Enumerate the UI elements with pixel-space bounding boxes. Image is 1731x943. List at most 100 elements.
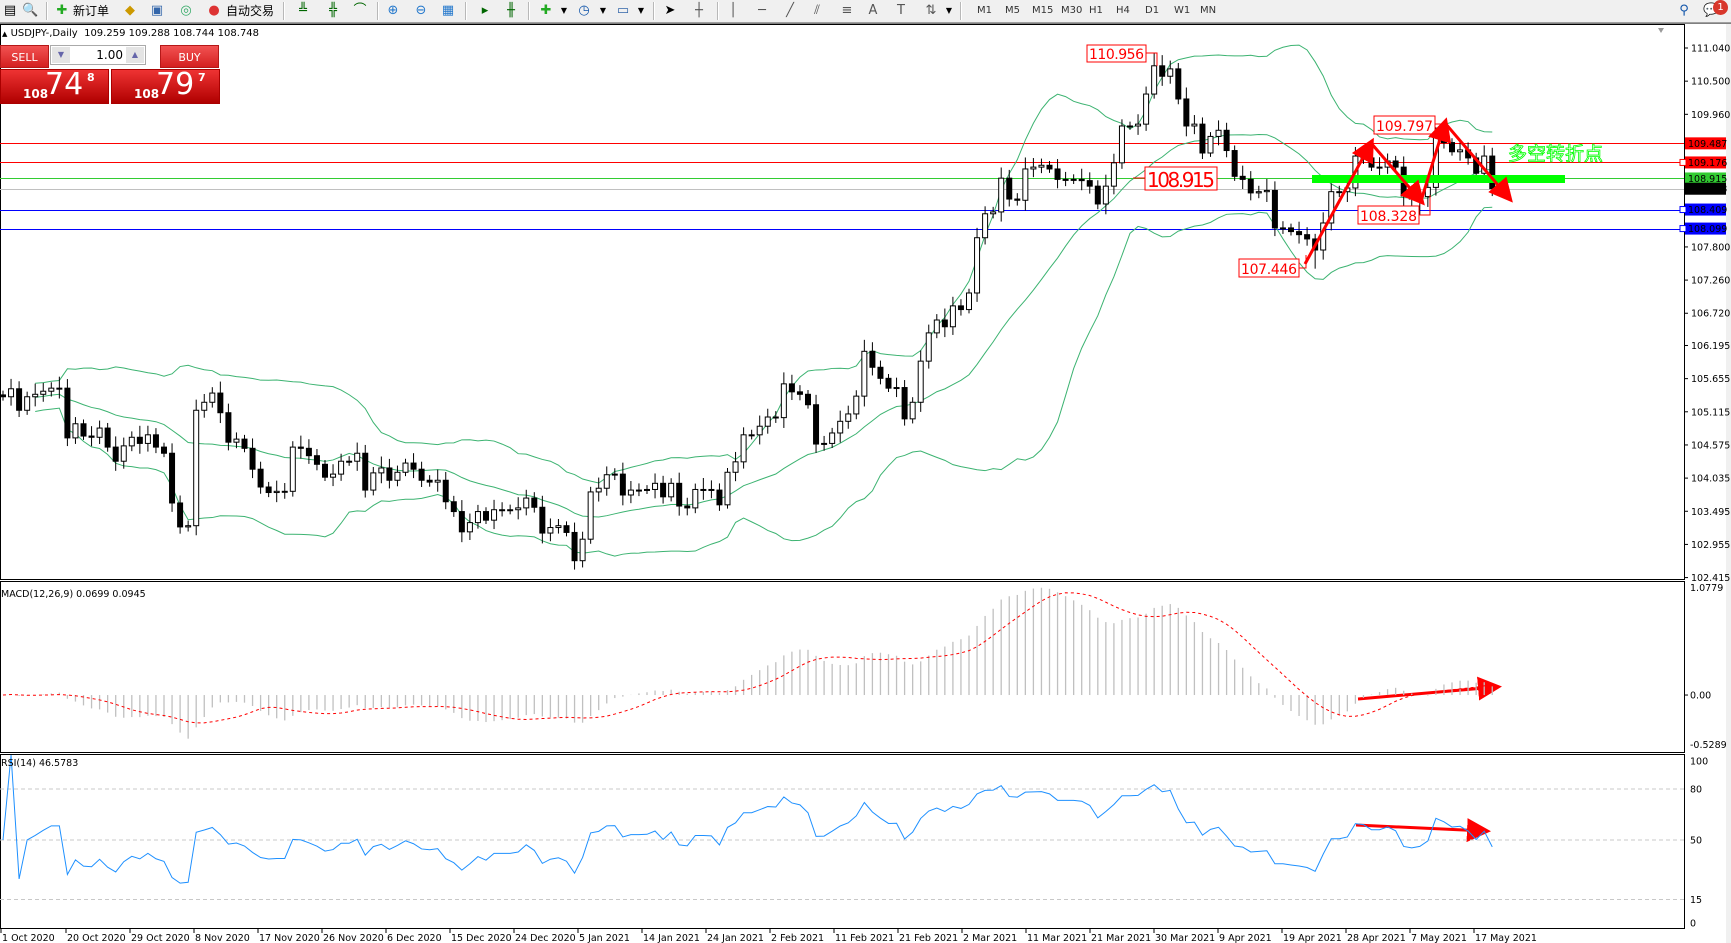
bull-candle-body <box>193 409 200 527</box>
sell-button[interactable]: SELL <box>0 45 49 68</box>
chevron-down-icon[interactable]: ▼ <box>599 6 607 15</box>
annotations[interactable]: 110.956 108.915 107.446 108.328 109.797 <box>1086 44 1565 843</box>
candle <box>708 480 715 499</box>
fibonacci-icon[interactable]: ≡ <box>841 3 853 18</box>
red-arrow <box>1419 117 1452 202</box>
candle <box>313 449 320 471</box>
price-label-109.797[interactable]: 109.797 <box>1373 115 1436 135</box>
timeframe-m5[interactable]: M5 <box>1005 5 1020 16</box>
collapse-triangle-icon[interactable]: ▲ <box>2 30 8 38</box>
macd-axis-label: -0.5289 <box>1690 740 1727 751</box>
market-watch-icon[interactable]: ▤ <box>3 3 17 18</box>
bear-candle-body <box>442 479 449 503</box>
cursor-icon[interactable]: ➤ <box>664 3 676 18</box>
horizontal-line-icon[interactable]: ─ <box>758 3 766 18</box>
bear-candle-body <box>869 350 876 368</box>
bollinger-lower <box>35 206 1493 557</box>
notification-badge[interactable]: 1 <box>1713 0 1728 15</box>
line-chart-icon[interactable]: ⌒ <box>353 3 367 18</box>
timeframe-h4[interactable]: H4 <box>1116 5 1130 16</box>
horizontal-levels[interactable] <box>0 143 1684 230</box>
candle <box>1288 223 1294 236</box>
bull-candle-body <box>1263 189 1270 193</box>
bear-candle-body <box>1288 227 1294 233</box>
bull-candle-body <box>1457 149 1464 153</box>
bull-candle-body <box>917 360 924 403</box>
text-label-icon[interactable]: T <box>897 3 905 18</box>
chevron-down-icon[interactable]: ▼ <box>560 6 568 15</box>
bull-candle-body <box>1110 162 1117 187</box>
price-label-107.446[interactable]: 107.446 <box>1238 258 1300 278</box>
tile-windows-icon[interactable]: ▦ <box>441 3 455 18</box>
candle <box>805 389 811 409</box>
new-order-button[interactable]: 新订单 <box>73 4 110 18</box>
timeframe-d1[interactable]: D1 <box>1145 5 1160 16</box>
zoom-in-icon[interactable]: ⊕ <box>387 3 399 18</box>
chevron-down-icon[interactable]: ▼ <box>637 6 645 15</box>
bollinger-upper <box>35 44 1493 484</box>
buy-button[interactable]: BUY <box>160 45 219 68</box>
candle <box>193 399 200 536</box>
history-icon[interactable]: ▣ <box>150 3 164 18</box>
bull-candle-body <box>861 350 868 397</box>
candle <box>1199 117 1206 160</box>
auto-trading-button[interactable]: 自动交易 <box>226 4 275 18</box>
signals-icon[interactable]: ◎ <box>180 3 192 18</box>
chevron-down-icon[interactable]: ▼ <box>945 6 953 15</box>
templates-icon[interactable]: ▭ <box>616 3 630 18</box>
timeframe-m1[interactable]: M1 <box>977 5 992 16</box>
buy-price[interactable]: 108 79 7 <box>111 67 220 104</box>
bull-candle-body <box>845 413 852 422</box>
meta-editor-icon[interactable]: ◆ <box>125 3 135 18</box>
crosshair-icon[interactable]: ┼ <box>695 3 703 18</box>
timeframe-w1[interactable]: W1 <box>1174 5 1191 16</box>
lot-size-input[interactable]: ▼ 1.00 ▲ <box>50 45 146 65</box>
chart-shift-marker[interactable] <box>1658 28 1664 33</box>
level-price-label: 108.099 <box>1688 224 1727 235</box>
bear-candle-body <box>901 387 908 420</box>
sell-price-fraction: 8 <box>87 71 95 84</box>
lot-value[interactable]: 1.00 <box>96 48 123 62</box>
equidistant-channel-icon[interactable]: ⫽ <box>814 3 820 18</box>
search-icon[interactable]: ⚲ <box>1679 3 1689 18</box>
bull-candle-body <box>330 473 337 478</box>
indicators-icon[interactable]: ✚ <box>540 3 552 18</box>
zoom-out-icon[interactable]: ⊖ <box>415 3 427 18</box>
price-label-108.915[interactable]: 108.915 <box>1144 166 1218 192</box>
data-window-icon[interactable]: 🔍 <box>22 3 39 18</box>
arrows-icon[interactable]: ⇅ <box>925 3 937 18</box>
bar-chart-icon[interactable]: ╩ <box>299 3 307 18</box>
bear-candle-body <box>1489 155 1496 190</box>
bear-candle-body <box>225 412 232 443</box>
price-label-108.328[interactable]: 108.328 <box>1357 205 1420 225</box>
bear-candle-body <box>1054 168 1061 180</box>
candle <box>635 483 642 497</box>
price-tick-label: 110.500 <box>1691 77 1730 88</box>
bull-candle-body <box>346 460 353 463</box>
timeframe-m30[interactable]: M30 <box>1061 5 1083 16</box>
vertical-line-icon[interactable]: │ <box>729 3 737 18</box>
lot-decrease-icon[interactable]: ▼ <box>52 47 70 63</box>
level-handle <box>1679 225 1687 233</box>
text-icon[interactable]: A <box>868 3 878 18</box>
auto-trading-icon[interactable]: ● <box>208 3 220 18</box>
timeframe-mn[interactable]: MN <box>1200 5 1217 16</box>
new-order-icon[interactable]: ✚ <box>56 3 68 18</box>
candlestick-icon[interactable]: ╬ <box>329 3 337 18</box>
price-label-110.956[interactable]: 110.956 <box>1086 44 1147 63</box>
sell-price[interactable]: 108 74 8 <box>0 67 109 104</box>
chart-shift-icon[interactable]: ╫ <box>507 3 515 18</box>
candle <box>80 419 87 440</box>
timeframe-h1[interactable]: H1 <box>1089 5 1103 16</box>
periods-icon[interactable]: ◷ <box>578 3 590 18</box>
timeframe-m15[interactable]: M15 <box>1032 5 1054 16</box>
bull-candle-body <box>1062 178 1069 181</box>
auto-scroll-icon[interactable]: ▸ <box>481 3 489 18</box>
trendline-icon[interactable]: ╱ <box>786 3 794 18</box>
candle <box>1070 174 1077 184</box>
candle <box>209 387 216 408</box>
bear-candle-body <box>1046 164 1053 170</box>
candle <box>644 485 650 494</box>
lot-increase-icon[interactable]: ▲ <box>126 47 144 63</box>
